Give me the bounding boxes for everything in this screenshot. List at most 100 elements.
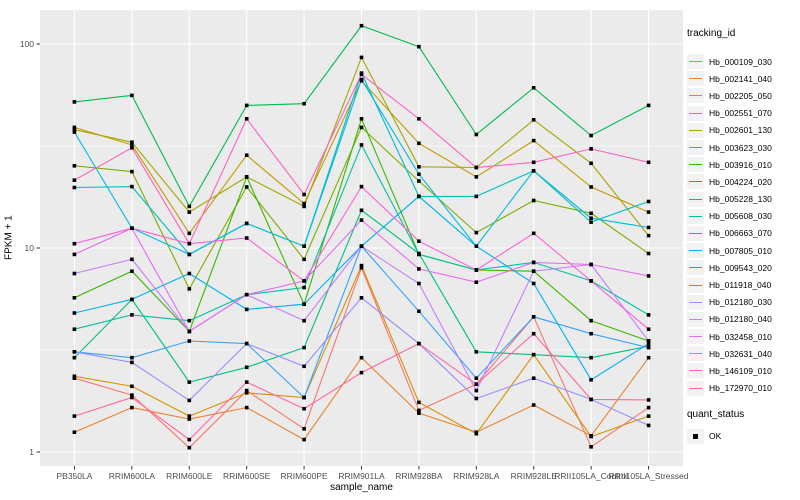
data-point bbox=[359, 244, 364, 248]
data-point bbox=[72, 311, 77, 315]
data-point bbox=[646, 398, 651, 402]
legend-item-label: Hb_002205_050 bbox=[709, 90, 772, 101]
legend-key-swatch bbox=[687, 428, 704, 444]
legend-item-Hb_005228_130: Hb_005228_130 bbox=[687, 191, 799, 208]
legend-key-swatch bbox=[687, 346, 704, 362]
data-point bbox=[72, 125, 77, 130]
data-point bbox=[531, 160, 536, 165]
legend-item-Hb_004224_020: Hb_004224_020 bbox=[687, 173, 799, 190]
legend-key-swatch bbox=[687, 260, 704, 276]
data-point bbox=[72, 327, 77, 331]
data-point bbox=[589, 397, 593, 402]
data-point bbox=[244, 236, 249, 240]
data-point bbox=[130, 169, 134, 174]
data-point bbox=[417, 179, 421, 183]
data-point bbox=[589, 161, 593, 166]
data-point bbox=[531, 376, 536, 380]
data-point bbox=[244, 292, 249, 297]
data-point bbox=[359, 355, 364, 360]
data-point bbox=[187, 287, 192, 291]
data-point bbox=[302, 427, 306, 431]
data-point bbox=[130, 384, 134, 389]
data-point bbox=[130, 143, 134, 147]
data-point bbox=[130, 313, 134, 317]
legend-key-swatch bbox=[687, 225, 704, 241]
data-point bbox=[474, 132, 479, 137]
data-point bbox=[244, 185, 249, 189]
data-point bbox=[359, 117, 364, 121]
data-point bbox=[646, 405, 651, 410]
data-point bbox=[302, 345, 306, 350]
legend-title-quant-status: quant_status bbox=[687, 408, 745, 420]
x-tick-label: RRIM600LA bbox=[109, 471, 156, 481]
x-axis-title: sample_name bbox=[330, 482, 393, 493]
legend-item-label: OK bbox=[709, 431, 722, 442]
data-point bbox=[244, 365, 249, 370]
x-tick-label: RRIM600SE bbox=[223, 471, 271, 481]
legend-item-label: Hb_032631_040 bbox=[709, 348, 772, 359]
x-tick-label: RRIM928BA bbox=[395, 471, 443, 481]
data-point bbox=[474, 431, 479, 436]
data-point bbox=[72, 376, 77, 380]
data-point bbox=[646, 225, 651, 230]
data-point bbox=[302, 244, 306, 248]
data-point bbox=[359, 263, 364, 268]
data-point bbox=[417, 172, 421, 176]
legend-key-swatch bbox=[687, 122, 704, 138]
data-point bbox=[359, 296, 364, 300]
data-point bbox=[474, 396, 479, 401]
legend-key-swatch bbox=[687, 88, 704, 104]
data-point bbox=[417, 165, 421, 169]
data-point bbox=[589, 355, 593, 360]
data-point bbox=[531, 118, 536, 122]
y-tick-label: 10 bbox=[25, 243, 35, 253]
data-point bbox=[302, 201, 306, 206]
legend-key-line bbox=[689, 284, 702, 286]
legend-panel: tracking_id Hb_000109_030 Hb_002141_040 Hb… bbox=[687, 28, 799, 445]
data-point bbox=[244, 341, 249, 346]
x-tick-label: RRIM901LA bbox=[338, 471, 385, 481]
data-point bbox=[589, 185, 593, 189]
legend-item-Hb_146109_010: Hb_146109_010 bbox=[687, 362, 799, 379]
legend-key-swatch bbox=[687, 174, 704, 190]
data-point bbox=[589, 318, 593, 323]
legend-item-label: Hb_007805_010 bbox=[709, 245, 772, 256]
legend-key-line bbox=[689, 147, 702, 149]
legend-key-line bbox=[689, 129, 702, 131]
data-point bbox=[646, 345, 651, 350]
legend-item-Hb_003623_030: Hb_003623_030 bbox=[687, 139, 799, 156]
legend-key-swatch bbox=[687, 140, 704, 156]
legend-item-label: Hb_009543_020 bbox=[709, 262, 772, 273]
data-point bbox=[646, 341, 651, 346]
legend-key-line bbox=[689, 164, 702, 166]
data-point bbox=[417, 281, 421, 286]
data-point bbox=[359, 77, 364, 82]
data-point bbox=[130, 93, 134, 98]
data-point bbox=[130, 269, 134, 273]
data-point bbox=[646, 355, 651, 360]
data-point bbox=[302, 395, 306, 400]
data-point bbox=[589, 434, 593, 439]
data-point bbox=[474, 230, 479, 235]
data-point bbox=[187, 398, 192, 403]
data-point bbox=[417, 117, 421, 121]
data-point bbox=[359, 218, 364, 222]
data-point bbox=[474, 350, 479, 354]
data-point bbox=[531, 352, 536, 357]
data-point bbox=[244, 391, 249, 395]
legend-item-Hb_011918_040: Hb_011918_040 bbox=[687, 276, 799, 293]
data-point bbox=[417, 341, 421, 346]
y-tick-label: 1 bbox=[29, 447, 34, 457]
legend-item-Hb_002205_050: Hb_002205_050 bbox=[687, 87, 799, 104]
data-point bbox=[187, 241, 192, 246]
data-point bbox=[359, 184, 364, 189]
data-point bbox=[130, 140, 134, 144]
data-point bbox=[72, 374, 77, 379]
legend-key-line bbox=[689, 301, 702, 303]
data-point bbox=[531, 86, 536, 90]
legend-item-Hb_172970_010: Hb_172970_010 bbox=[687, 380, 799, 397]
data-point bbox=[474, 194, 479, 199]
data-point bbox=[72, 252, 77, 257]
data-point bbox=[130, 297, 134, 302]
